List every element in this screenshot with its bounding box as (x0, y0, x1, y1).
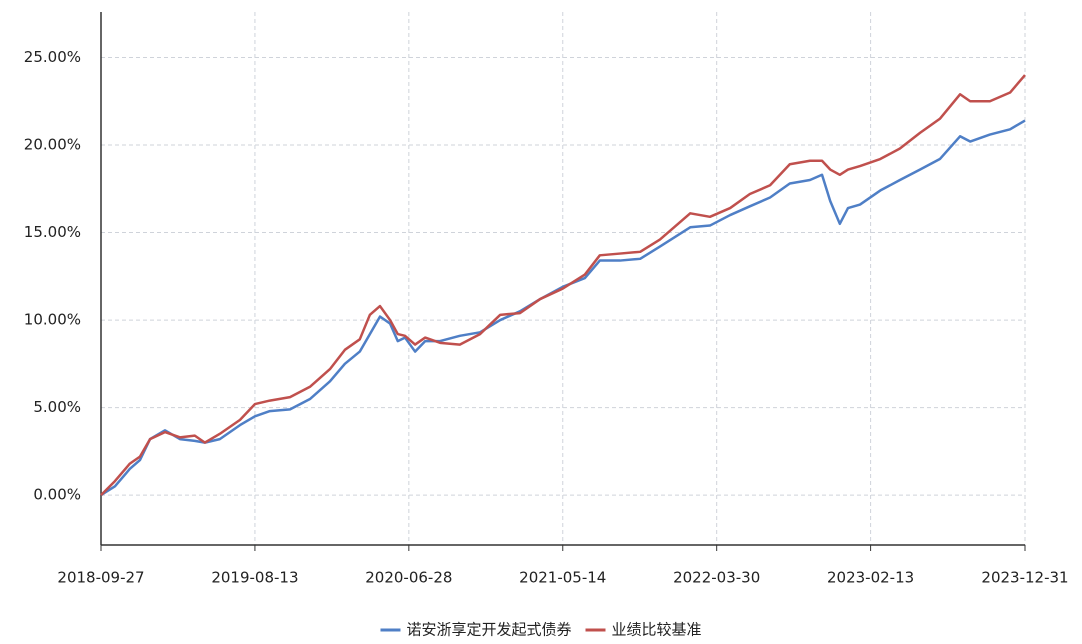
legend-label: 诺安浙享定开发起式债券 (406, 621, 571, 639)
x-tick-label: 2019-08-13 (211, 569, 298, 587)
x-tick-label: 2022-03-30 (673, 569, 760, 587)
legend-label: 业绩比较基准 (612, 621, 702, 639)
x-tick-label: 2023-12-31 (981, 569, 1068, 587)
y-tick-label: 0.00% (33, 486, 81, 504)
y-tick-label: 15.00% (24, 223, 81, 241)
series-line (100, 74, 1026, 496)
legend: 诺安浙享定开发起式债券 业绩比较基准 (380, 621, 702, 639)
y-tick-label: 10.00% (24, 311, 81, 329)
x-tick-label: 2018-09-27 (57, 569, 144, 587)
x-tick-label: 2023-02-13 (827, 569, 914, 587)
y-tick-label: 25.00% (24, 48, 81, 66)
y-tick-label: 20.00% (24, 136, 81, 154)
y-tick-label: 5.00% (33, 398, 81, 416)
x-tick-label: 2020-06-28 (365, 569, 452, 587)
x-tick-label: 2021-05-14 (519, 569, 606, 587)
series-line (100, 119, 1026, 497)
